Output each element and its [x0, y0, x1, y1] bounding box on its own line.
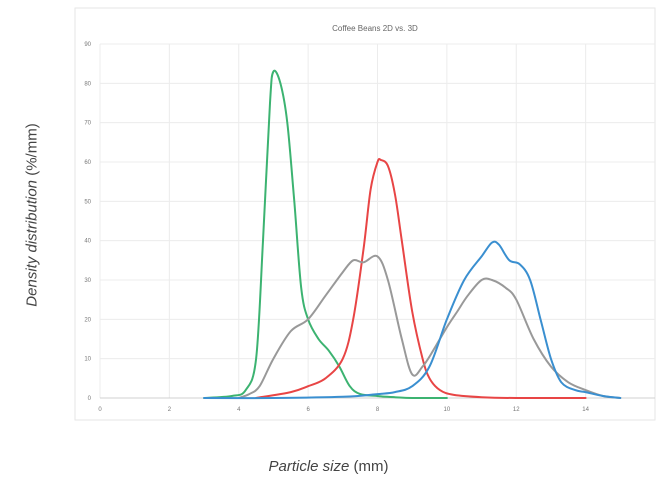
y-tick-label: 80: [84, 81, 91, 87]
series-line-2: [237, 254, 622, 399]
y-tick-label: 30: [84, 278, 91, 284]
y-axis-label-wrap: Density distribution (%/mm): [12, 90, 52, 340]
x-tick-label: 10: [444, 407, 451, 413]
plot-frame: [74, 7, 656, 421]
y-tick-label: 40: [84, 239, 91, 245]
y-tick-label: 50: [84, 199, 91, 205]
y-axis-label-text: Density distribution: [23, 179, 41, 307]
x-axis-label-unit: (mm): [353, 458, 389, 475]
series-layer: [203, 69, 622, 400]
x-tick-label: 12: [513, 407, 520, 413]
chart-title: Coffee Beans 2D vs. 3D: [332, 24, 418, 33]
y-tick-label: 90: [84, 42, 91, 48]
x-tick-label: 2: [168, 407, 172, 413]
x-tick-label: 8: [376, 407, 380, 413]
y-tick-label: 60: [84, 160, 91, 166]
x-axis-label-text: Particle size: [268, 458, 350, 475]
x-tick-label: 4: [237, 407, 241, 413]
y-tick-label: 0: [88, 396, 92, 402]
x-tick-label: 6: [306, 407, 310, 413]
y-tick-label: 20: [84, 317, 91, 323]
x-tick-label: 0: [98, 407, 102, 413]
series-line-3: [203, 240, 622, 400]
x-tick-label: 14: [582, 407, 589, 413]
y-tick-label: 70: [84, 121, 91, 127]
y-axis-label: Density distribution (%/mm): [24, 123, 41, 306]
y-axis-label-unit: (%/mm): [23, 123, 41, 176]
y-tick-label: 10: [84, 357, 91, 363]
tick-layer: 0 10 20 30 40 50 60 70 80 90 0 2 4 6 8 10 12 14: [84, 42, 589, 413]
series-line-1: [255, 157, 587, 400]
x-axis-label: Particle size (mm): [0, 458, 657, 475]
